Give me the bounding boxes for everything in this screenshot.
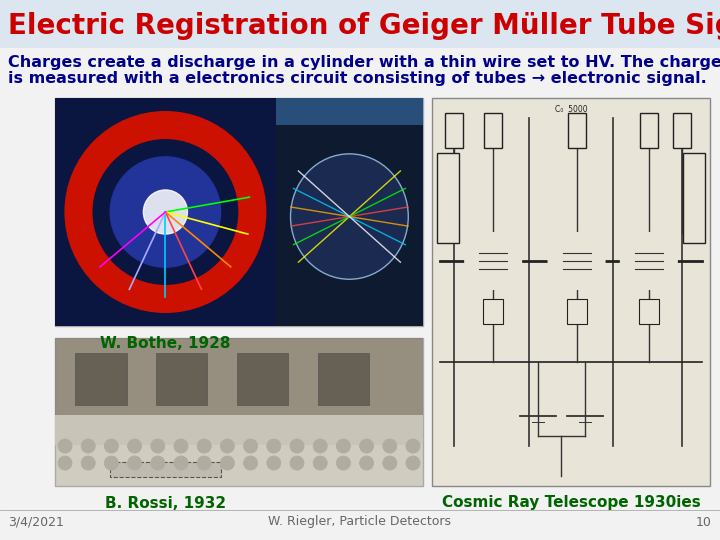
Circle shape: [197, 439, 211, 453]
Circle shape: [143, 190, 187, 234]
Circle shape: [383, 439, 397, 453]
Circle shape: [197, 456, 211, 470]
Circle shape: [359, 439, 374, 453]
Circle shape: [174, 456, 188, 470]
Circle shape: [621, 233, 677, 289]
Bar: [0, 0, 720, 48]
Bar: [484, 113, 502, 148]
Circle shape: [359, 456, 374, 470]
Text: Electric Registration of Geiger Müller Tube Signals: Electric Registration of Geiger Müller T…: [8, 12, 720, 40]
Circle shape: [290, 456, 304, 470]
Circle shape: [383, 456, 397, 470]
Bar: [432, 98, 710, 486]
Text: 3/4/2021: 3/4/2021: [8, 516, 64, 529]
Circle shape: [104, 456, 118, 470]
Circle shape: [81, 456, 95, 470]
Bar: [55, 338, 423, 486]
Circle shape: [336, 439, 351, 453]
Circle shape: [104, 439, 118, 453]
Circle shape: [150, 439, 165, 453]
Text: Charges create a discharge in a cylinder with a thin wire set to HV. The charge: Charges create a discharge in a cylinder…: [8, 55, 720, 70]
Circle shape: [406, 439, 420, 453]
Text: B. Rossi, 1932: B. Rossi, 1932: [105, 496, 226, 510]
Circle shape: [127, 439, 142, 453]
Circle shape: [465, 233, 521, 289]
Bar: [318, 353, 369, 405]
Bar: [276, 98, 423, 326]
Circle shape: [406, 456, 420, 470]
Text: Cosmic Ray Telescope 1930ies: Cosmic Ray Telescope 1930ies: [441, 496, 701, 510]
Bar: [639, 299, 659, 324]
Ellipse shape: [290, 154, 408, 279]
Circle shape: [336, 456, 351, 470]
Circle shape: [313, 456, 327, 470]
Bar: [55, 98, 423, 326]
Circle shape: [150, 456, 165, 470]
Bar: [567, 113, 585, 148]
Circle shape: [290, 439, 304, 453]
Circle shape: [93, 140, 238, 284]
Bar: [55, 338, 423, 415]
Bar: [683, 153, 705, 243]
Bar: [673, 113, 691, 148]
Circle shape: [220, 456, 235, 470]
Circle shape: [243, 439, 258, 453]
Circle shape: [81, 439, 95, 453]
Bar: [55, 415, 423, 444]
Circle shape: [174, 439, 188, 453]
Text: W. Riegler, Particle Detectors: W. Riegler, Particle Detectors: [269, 516, 451, 529]
Circle shape: [58, 456, 72, 470]
Bar: [483, 299, 503, 324]
Circle shape: [58, 439, 72, 453]
Circle shape: [127, 456, 142, 470]
Bar: [640, 113, 658, 148]
Bar: [276, 98, 423, 125]
Bar: [55, 98, 276, 326]
Circle shape: [65, 112, 266, 312]
Circle shape: [110, 157, 220, 267]
Circle shape: [220, 439, 235, 453]
Circle shape: [243, 456, 258, 470]
Circle shape: [313, 439, 327, 453]
Text: C₀  5000: C₀ 5000: [554, 105, 588, 114]
Bar: [567, 299, 587, 324]
Circle shape: [267, 439, 281, 453]
Circle shape: [549, 233, 605, 289]
Bar: [237, 353, 289, 405]
Bar: [445, 113, 463, 148]
Bar: [156, 353, 207, 405]
Text: W. Bothe, 1928: W. Bothe, 1928: [100, 335, 230, 350]
Bar: [437, 153, 459, 243]
Text: is measured with a electronics circuit consisting of tubes → electronic signal.: is measured with a electronics circuit c…: [8, 71, 707, 85]
Bar: [110, 462, 220, 477]
Circle shape: [267, 456, 281, 470]
Text: 10: 10: [696, 516, 712, 529]
Bar: [75, 353, 127, 405]
